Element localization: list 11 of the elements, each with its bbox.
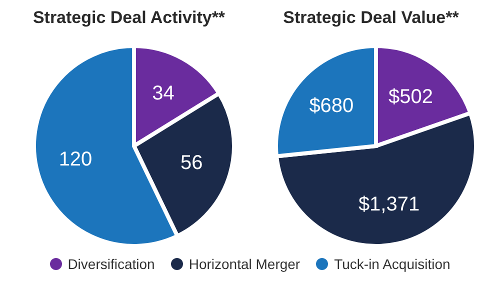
data-label: 56 xyxy=(180,152,203,174)
data-label: $1,371 xyxy=(358,194,420,216)
legend-label: Tuck-in Acquisition xyxy=(333,256,450,272)
legend-label: Horizontal Merger xyxy=(188,256,300,272)
data-label: 120 xyxy=(58,148,92,170)
chart-title: Strategic Deal Value** xyxy=(283,8,459,29)
data-label: $502 xyxy=(388,86,433,108)
data-label: $680 xyxy=(309,94,354,117)
chart-title: Strategic Deal Activity** xyxy=(32,8,226,29)
legend-label: Diversification xyxy=(66,256,155,272)
data-label: 34 xyxy=(152,82,174,105)
